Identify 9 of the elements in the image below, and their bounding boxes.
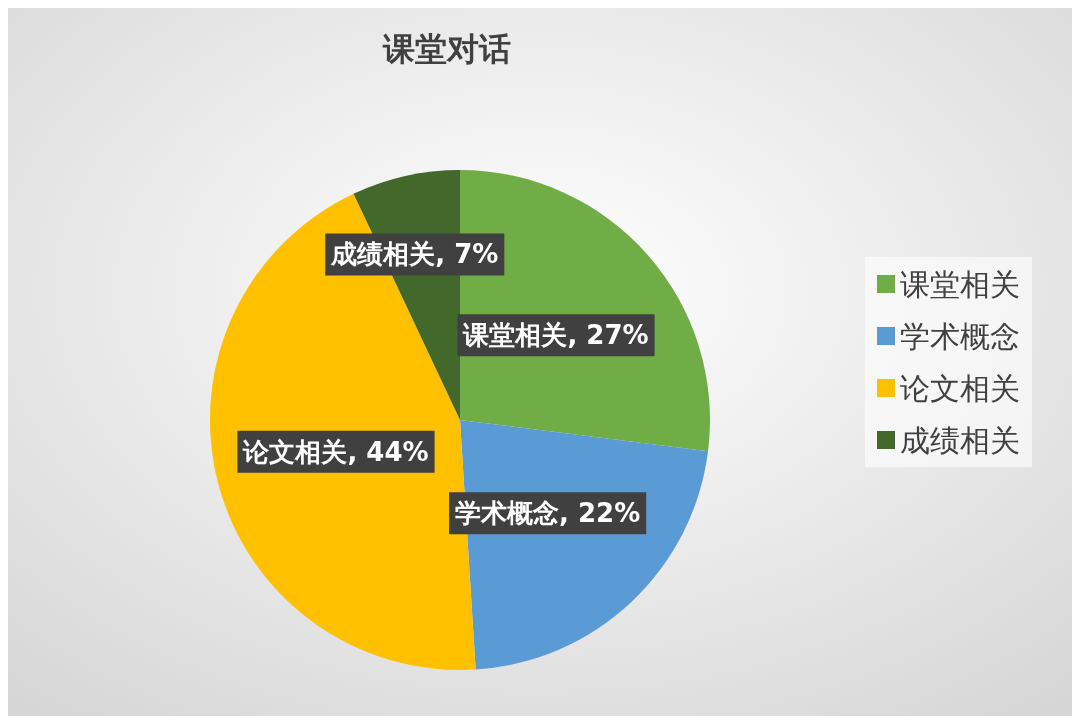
legend-label: 学术概念 [900, 318, 1020, 354]
legend-label: 课堂相关 [900, 266, 1020, 302]
legend-label: 论文相关 [900, 370, 1020, 406]
chart-title: 课堂对话 [382, 30, 511, 68]
data-label: 学术概念, 22% [455, 498, 641, 529]
data-label: 论文相关, 44% [242, 436, 429, 467]
data-label: 成绩相关, 7% [330, 239, 499, 270]
data-label: 课堂相关, 27% [462, 320, 649, 351]
legend-label: 成绩相关 [900, 422, 1020, 458]
